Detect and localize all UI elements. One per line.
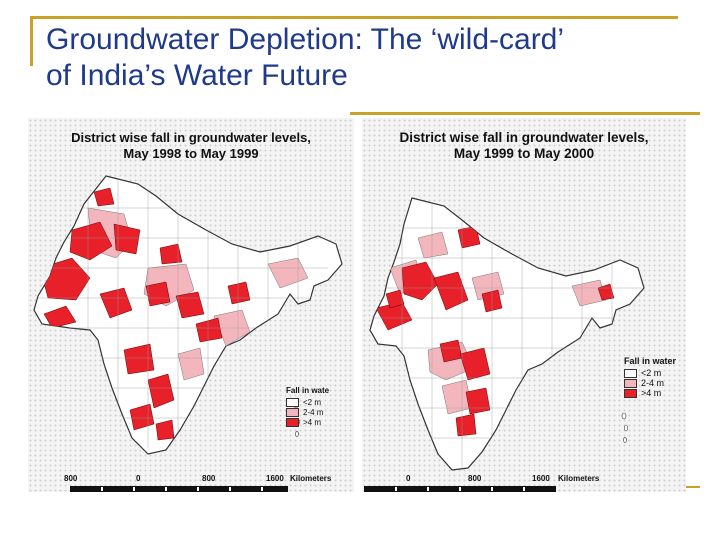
map-outline	[369, 197, 645, 471]
legend-swatch-mid	[624, 378, 637, 388]
legend-item: >4 m	[624, 388, 676, 398]
legend-1998-1999: Fall in wate <2 m 2-4 m >4 m	[286, 386, 329, 427]
legend-title: Fall in water	[624, 356, 677, 366]
legend-title: Fall in wate	[286, 386, 330, 395]
scale-label-left: 800	[64, 474, 78, 483]
map-panel-1999-2000: District wise fall in groundwater levels…	[362, 118, 686, 492]
legend-swatch-low	[286, 397, 299, 407]
scale-bar-1998-1999: 800 0 800 1600 Kilometers	[28, 474, 354, 492]
legend-swatch-high	[286, 417, 299, 427]
legend-label: 2-4 m	[303, 407, 324, 417]
legend-swatch-low	[624, 368, 637, 378]
india-map-1998-1999	[33, 175, 343, 455]
title-frame-top	[30, 16, 678, 19]
scale-label-zero: 0	[136, 474, 141, 483]
scale-label-zero: 0	[406, 474, 411, 483]
legend-item: 2-4 m	[286, 407, 329, 417]
slide-title-line1: Groundwater Depletion: The ‘wild-card’	[46, 23, 565, 56]
map-panel-1998-1999: District wise fall in groundwater levels…	[28, 118, 354, 492]
district-fill-1999-2000	[375, 225, 615, 437]
slide-title: Groundwater Depletion: The ‘wild-card’ o…	[46, 22, 564, 94]
legend-label: <2 m	[641, 368, 662, 378]
legend-item: >4 m	[286, 417, 329, 427]
map-title-1999-2000: District wise fall in groundwater levels…	[362, 130, 686, 162]
legend-label: 2-4 m	[641, 378, 665, 388]
map-title-line1: District wise fall in groundwater levels…	[71, 130, 311, 145]
title-frame-left	[30, 16, 33, 66]
legend-item: <2 m	[624, 368, 676, 378]
map-title-line2: May 1998 to May 1999	[123, 146, 259, 161]
legend-label: >4 m	[303, 417, 322, 427]
map-title-line2: May 1999 to May 2000	[453, 146, 595, 161]
scale-bar-graphic	[364, 486, 556, 492]
scale-label-mid: 800	[468, 474, 482, 483]
scale-label-mid: 800	[202, 474, 216, 483]
map-title-1998-1999: District wise fall in groundwater levels…	[28, 130, 354, 162]
legend-swatch-mid	[286, 407, 299, 417]
scale-label-unit: Kilometers	[290, 474, 332, 483]
legend-item: 2-4 m	[624, 378, 676, 388]
map-title-line1: District wise fall in groundwater levels…	[399, 130, 649, 145]
legend-label: >4 m	[641, 388, 662, 398]
legend-label: <2 m	[303, 397, 322, 407]
scale-bar-graphic	[70, 486, 288, 492]
scale-label-unit: Kilometers	[558, 474, 600, 483]
title-underline	[350, 112, 700, 115]
andaman-islands	[621, 412, 628, 443]
scale-label-right: 1600	[532, 474, 550, 483]
slide-title-line2: of India’s Water Future	[46, 59, 348, 92]
scale-bar-1999-2000: 0 800 1600 Kilometers	[362, 474, 686, 492]
india-map-1999-2000	[369, 197, 645, 471]
legend-item: <2 m	[286, 397, 329, 407]
legend-swatch-high	[624, 388, 637, 398]
scale-label-right: 1600	[266, 474, 284, 483]
legend-1999-2000: Fall in water <2 m 2-4 m >4 m	[624, 356, 676, 398]
